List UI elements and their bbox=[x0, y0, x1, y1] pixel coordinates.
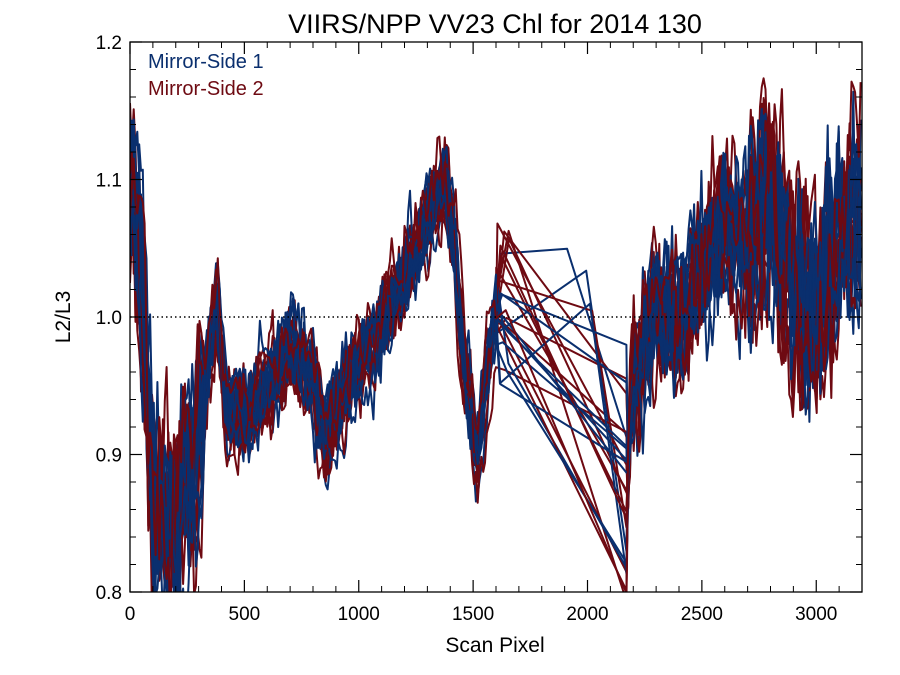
y-axis-label: L2/L3 bbox=[52, 291, 75, 344]
y-tick-label: 1.0 bbox=[96, 308, 122, 329]
legend-entry-mirror-side-2: Mirror-Side 2 bbox=[148, 78, 264, 100]
x-tick-label: 0 bbox=[125, 604, 136, 625]
legend-entry-mirror-side-1: Mirror-Side 1 bbox=[148, 51, 264, 73]
x-tick-label: 1000 bbox=[338, 604, 380, 625]
x-axis-label: Scan Pixel bbox=[445, 634, 544, 657]
x-tick-label: 500 bbox=[229, 604, 261, 625]
axis-ticks: 0 500 1000 1500 2000 2500 3000 0.8 0.9 1.0 1.1 1.2 bbox=[96, 33, 862, 625]
y-tick-label: 0.8 bbox=[96, 583, 122, 604]
y-tick-label: 0.9 bbox=[96, 446, 122, 467]
x-tick-label: 3000 bbox=[795, 604, 837, 625]
y-tick-label: 1.1 bbox=[96, 171, 122, 192]
chart-title: VIIRS/NPP VV23 Chl for 2014 130 bbox=[288, 9, 702, 39]
y-tick-label: 1.2 bbox=[96, 33, 122, 54]
series-line-mirror-side-2 bbox=[130, 80, 862, 592]
x-tick-label: 2000 bbox=[566, 604, 608, 625]
x-tick-label: 1500 bbox=[452, 604, 494, 625]
legend: Mirror-Side 1 Mirror-Side 2 bbox=[148, 51, 264, 100]
series-lines bbox=[130, 77, 862, 592]
x-tick-label: 2500 bbox=[681, 604, 723, 625]
